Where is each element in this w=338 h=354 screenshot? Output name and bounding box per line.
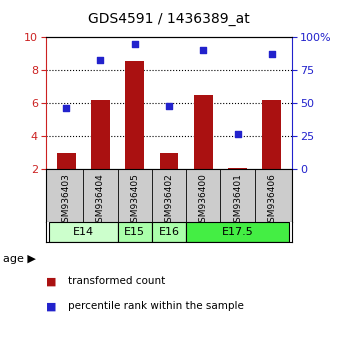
Text: GSM936400: GSM936400 [199, 173, 208, 228]
Text: percentile rank within the sample: percentile rank within the sample [68, 301, 243, 311]
Bar [160, 153, 178, 169]
Bar [57, 153, 76, 169]
Text: age ▶: age ▶ [3, 254, 36, 264]
Point [235, 131, 240, 136]
Text: ■: ■ [46, 276, 56, 286]
Bar [118, 222, 152, 242]
Text: transformed count: transformed count [68, 276, 165, 286]
Bar [262, 100, 281, 169]
Text: GSM936406: GSM936406 [267, 173, 276, 228]
Text: ■: ■ [46, 301, 56, 311]
Bar [186, 222, 289, 242]
Point [200, 47, 206, 53]
Text: E16: E16 [159, 227, 179, 237]
Point [98, 57, 103, 62]
Point [132, 41, 138, 47]
Bar [228, 167, 247, 169]
Text: GSM936405: GSM936405 [130, 173, 139, 228]
Text: GSM936403: GSM936403 [62, 173, 71, 228]
Text: GSM936401: GSM936401 [233, 173, 242, 228]
Text: E15: E15 [124, 227, 145, 237]
Bar [91, 100, 110, 169]
Bar [125, 61, 144, 169]
Bar [194, 95, 213, 169]
Text: GSM936404: GSM936404 [96, 173, 105, 228]
Text: GDS4591 / 1436389_at: GDS4591 / 1436389_at [88, 12, 250, 27]
Point [64, 105, 69, 111]
Bar [152, 222, 186, 242]
Text: E17.5: E17.5 [222, 227, 254, 237]
Point [166, 103, 172, 109]
Bar [49, 222, 118, 242]
Text: GSM936402: GSM936402 [165, 173, 173, 228]
Point [269, 52, 274, 57]
Text: E14: E14 [73, 227, 94, 237]
